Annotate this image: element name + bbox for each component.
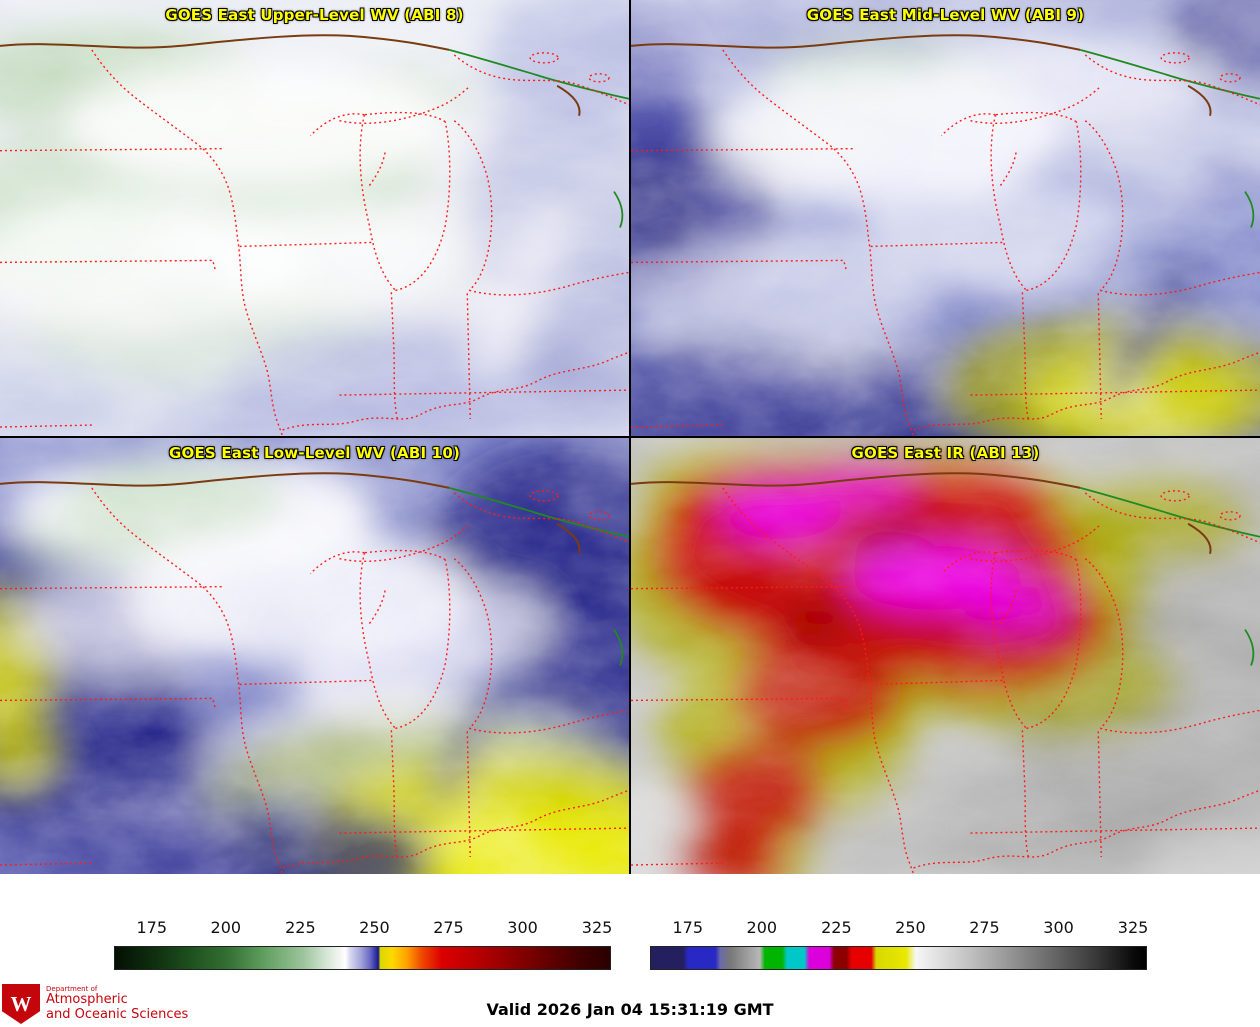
ir-colorbar-gradient [650,946,1147,970]
wv-colorbar-gradient [114,946,611,970]
logo-line-oceanic: and Oceanic Sciences [46,1006,189,1022]
crest-letter: W [10,991,32,1016]
uw-crest-icon: W [2,984,40,1024]
colorbar-tick: 200 [746,918,778,937]
logo-line-department: Department of [46,984,98,993]
wv-colorbar: 175 200 225 250 275 300 325 [114,918,613,976]
colorbar-tick: 300 [1043,918,1074,937]
colorbar-tick: 175 [136,918,168,937]
colorbar-tick: 325 [581,918,613,937]
panel-title-mid-wv: GOES East Mid-Level WV (ABI 9) [806,6,1085,24]
colorbar-tick: 275 [969,918,1000,937]
logo-text: Department of Atmospheric and Oceanic Sc… [46,984,189,1023]
panel-title-upper-wv: GOES East Upper-Level WV (ABI 8) [165,6,464,24]
satellite-imagery-ir [631,438,1260,874]
satellite-imagery-low-wv [0,438,629,874]
colorbar-tick: 325 [1117,918,1149,937]
ir-colorbar: 175 200 225 250 275 300 325 [650,918,1149,976]
colorbar-tick: 200 [210,918,242,937]
panel-title-ir: GOES East IR (ABI 13) [851,444,1040,462]
footer: 175 200 225 250 275 300 325 175 200 225 … [0,874,1260,1027]
satellite-imagery-upper-wv [0,0,629,436]
colorbar-tick: 175 [672,918,704,937]
panel-low-level-wv: GOES East Low-Level WV (ABI 10) [0,438,629,874]
valid-time: Valid 2026 Jan 04 15:31:19 GMT [486,1000,774,1019]
satellite-panel-grid: GOES East Upper-Level WV (ABI 8) [0,0,1260,874]
panel-upper-level-wv: GOES East Upper-Level WV (ABI 8) [0,0,629,436]
colorbar-tick: 225 [285,918,316,937]
satellite-imagery-mid-wv [631,0,1260,436]
wv-colorbar-ticks: 175 200 225 250 275 300 325 [114,918,613,940]
colorbar-tick: 250 [895,918,926,937]
colorbar-tick: 225 [821,918,852,937]
ir-colorbar-ticks: 175 200 225 250 275 300 325 [650,918,1149,940]
colorbar-tick: 275 [433,918,464,937]
colorbar-tick: 250 [359,918,390,937]
colorbar-tick: 300 [507,918,538,937]
panel-ir: GOES East IR (ABI 13) [631,438,1260,874]
panel-title-low-wv: GOES East Low-Level WV (ABI 10) [168,444,461,462]
panel-mid-level-wv: GOES East Mid-Level WV (ABI 9) [631,0,1260,436]
logo-line-atmospheric: Atmospheric [46,992,128,1008]
uw-aos-logo: W Department of Atmospheric and Oceanic … [2,984,188,1024]
